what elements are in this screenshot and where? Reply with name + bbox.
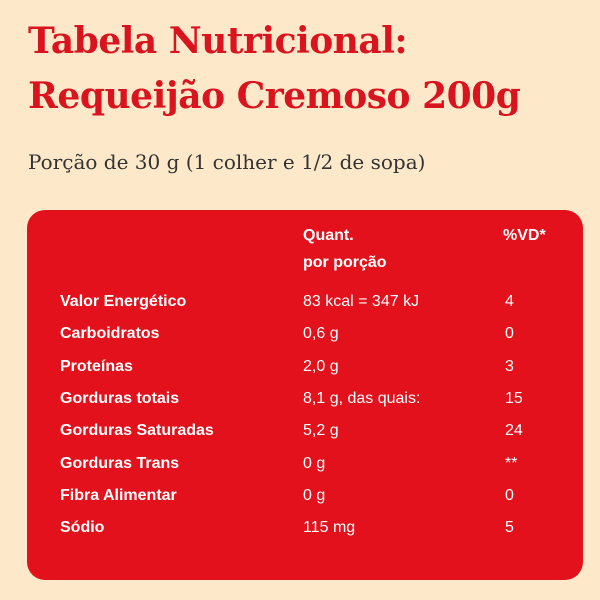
daily-value: ** bbox=[505, 454, 518, 472]
quantity: 5,2 g bbox=[303, 422, 339, 440]
daily-value: 15 bbox=[505, 389, 523, 407]
title: Requeijão Cremoso 200g bbox=[28, 75, 521, 117]
quantity: 8,1 g, das quais: bbox=[303, 389, 421, 407]
nutrient: Gorduras Trans bbox=[60, 454, 180, 472]
title: Tabela Nutricional: bbox=[28, 20, 408, 62]
column-header: %VD* bbox=[503, 227, 546, 244]
column-header: por porção bbox=[303, 254, 387, 271]
daily-value: 3 bbox=[505, 357, 514, 375]
quantity: 2,0 g bbox=[303, 357, 339, 375]
quantity: 0 g bbox=[303, 486, 326, 504]
nutrient: Gorduras totais bbox=[60, 389, 180, 407]
daily-value: 0 bbox=[505, 486, 514, 504]
daily-value: 5 bbox=[505, 519, 514, 537]
daily-value: 4 bbox=[505, 293, 514, 310]
nutrient: Carboidratos bbox=[60, 325, 160, 343]
nutrient: Proteínas bbox=[60, 357, 133, 375]
quantity: 0,6 g bbox=[303, 325, 339, 343]
nutrient: Fibra Alimentar bbox=[60, 486, 177, 504]
nutrient: Valor Energético bbox=[60, 293, 187, 310]
quantity: 115 mg bbox=[303, 519, 356, 537]
daily-value: 0 bbox=[505, 325, 514, 343]
daily-value: 24 bbox=[505, 422, 523, 440]
quantity: 83 kcal = 347 kJ bbox=[303, 293, 420, 310]
nutrient: Sódio bbox=[60, 519, 105, 537]
portion: Porção de 30 g (1 colher e 1/2 de sopa) bbox=[28, 150, 426, 174]
column-header: Quant. bbox=[303, 227, 354, 244]
quantity: 0 g bbox=[303, 454, 326, 472]
nutrient: Gorduras Saturadas bbox=[60, 422, 214, 440]
nutrition-table: Quant. por porção %VD* Valor Energético 8… bbox=[27, 210, 583, 580]
